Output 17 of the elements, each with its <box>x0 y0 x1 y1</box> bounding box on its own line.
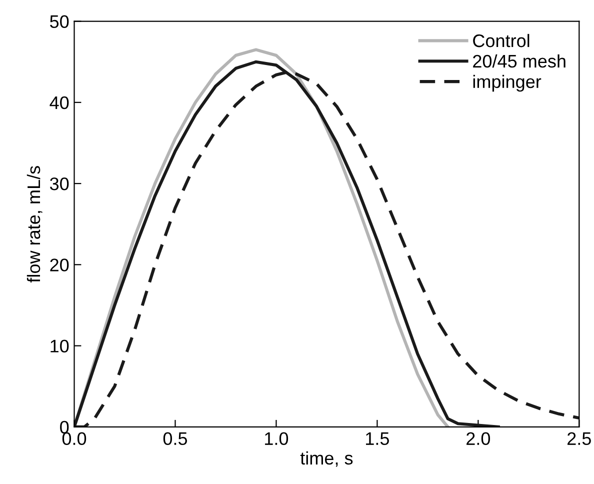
x-axis-title: time, s <box>300 451 353 467</box>
legend-label: impinger <box>473 74 542 92</box>
y-tick-label: 0 <box>60 420 69 434</box>
x-tick-label: 0.0 <box>62 432 86 446</box>
y-tick-label: 10 <box>50 340 69 352</box>
y-tick-label: 40 <box>50 96 69 110</box>
y-tick-label: 30 <box>50 177 69 190</box>
y-tick-label: 50 <box>50 15 69 28</box>
x-tick-label: 1.5 <box>366 432 389 446</box>
x-tick-label: 2.5 <box>568 432 591 446</box>
y-tick-label: 20 <box>50 258 69 272</box>
legend-label: Control <box>473 34 530 48</box>
x-tick-label: 1.0 <box>265 432 288 446</box>
x-tick-label: 0.5 <box>163 432 188 446</box>
legend-label: 20/45 mesh <box>473 54 566 68</box>
y-axis-title: flow rate, mL/s <box>26 166 42 283</box>
x-tick-label: 2.0 <box>466 432 490 446</box>
